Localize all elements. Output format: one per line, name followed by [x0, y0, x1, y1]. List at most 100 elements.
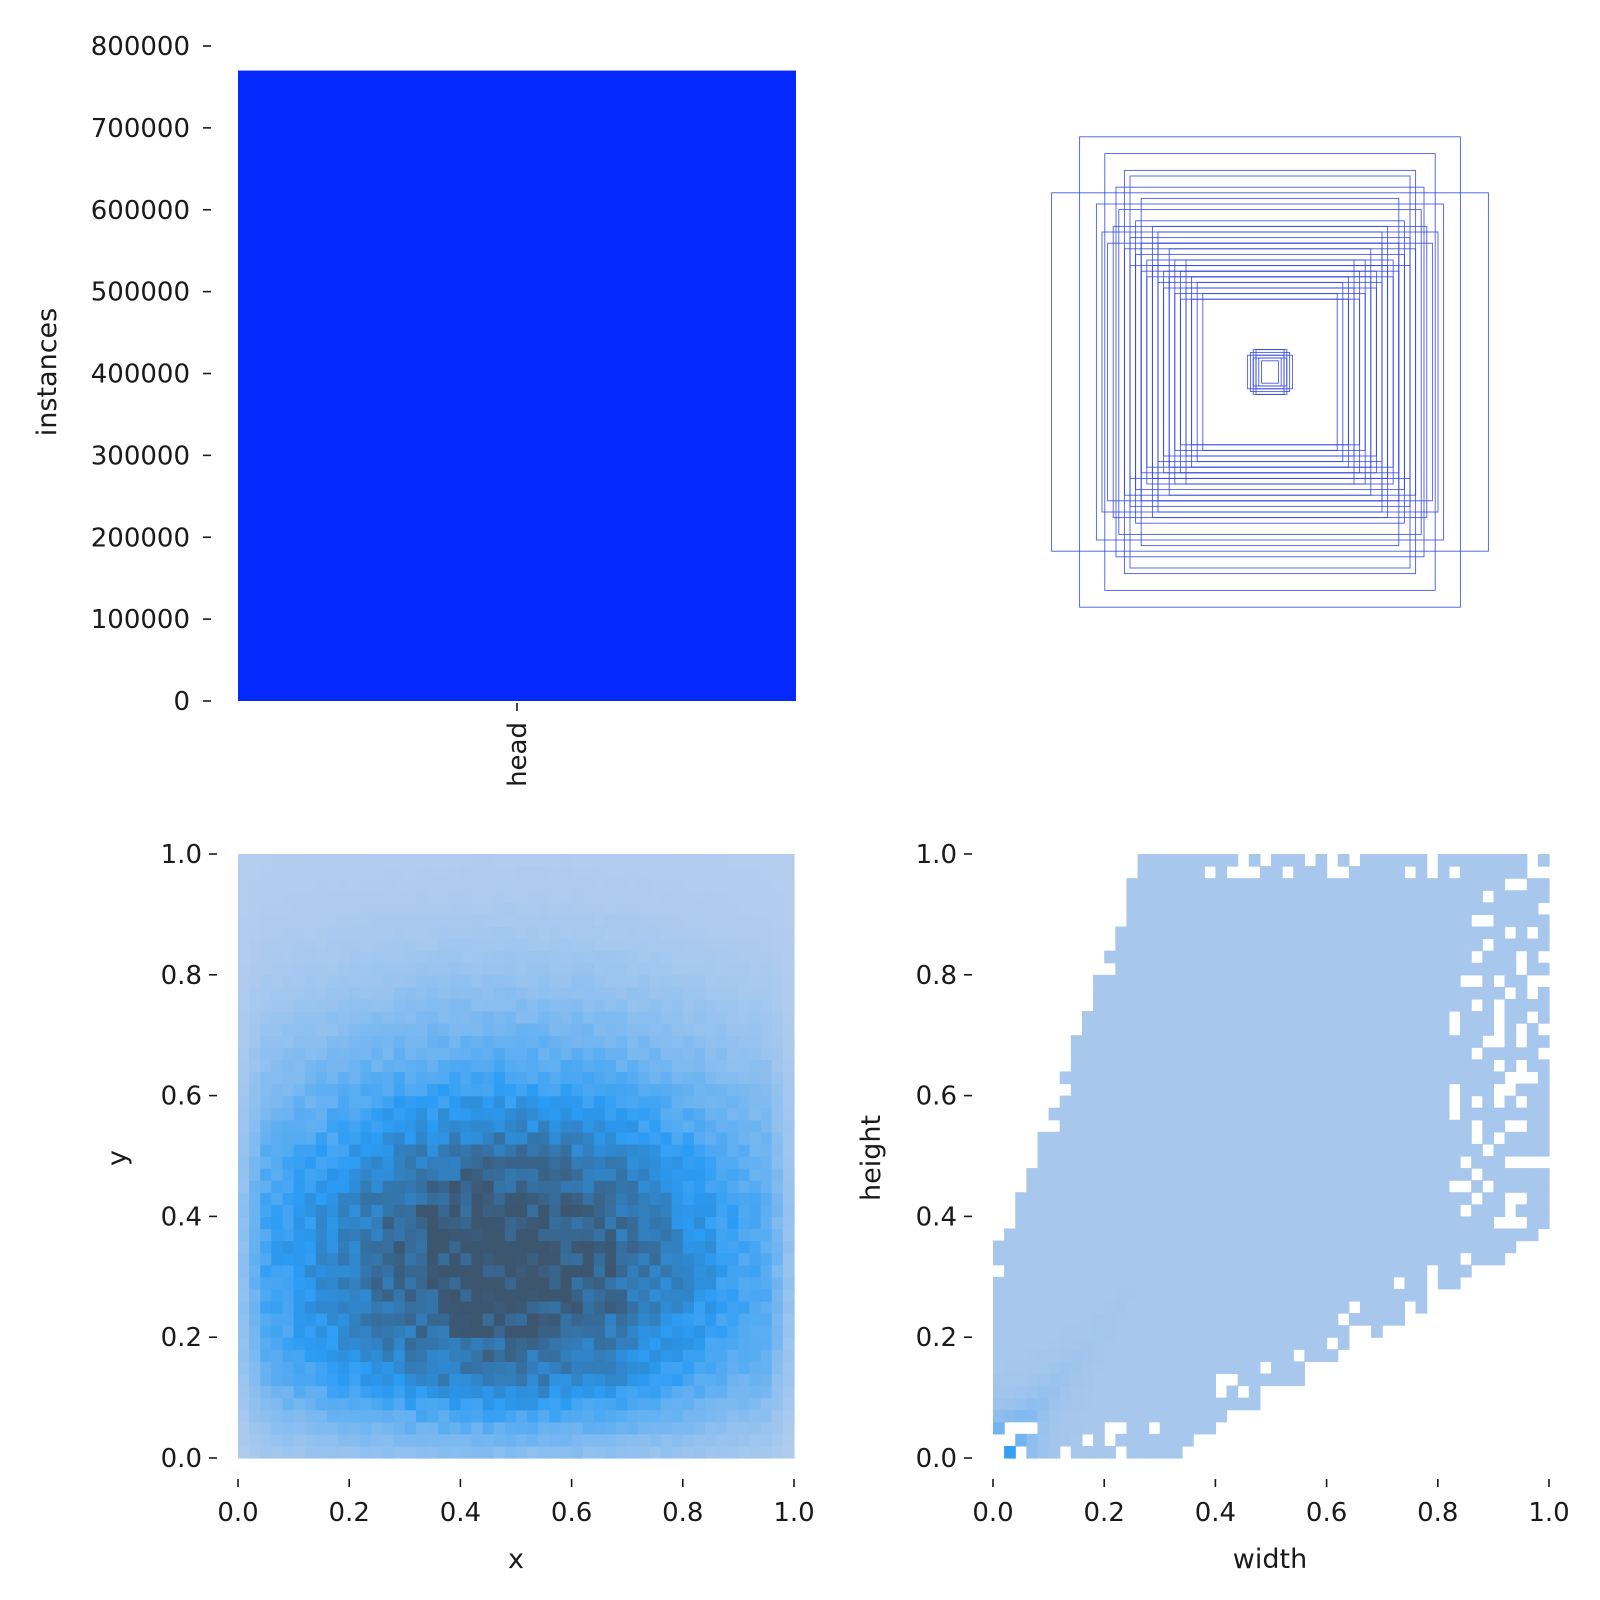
- hist-cell: [238, 1409, 250, 1423]
- hist-cell: [527, 1095, 539, 1109]
- hist-cell: [1304, 1349, 1317, 1362]
- hist-cell: [1182, 1300, 1194, 1314]
- hist-cell: [360, 1421, 373, 1435]
- hist-cell: [1259, 998, 1272, 1012]
- hist-cell: [449, 1240, 461, 1254]
- hist-cell: [782, 1313, 795, 1326]
- hist-cell: [404, 1083, 417, 1097]
- hist-cell: [538, 1361, 550, 1375]
- hist-cell: [1070, 1119, 1083, 1133]
- hist-cell: [760, 1047, 773, 1060]
- hist-cell: [1271, 1313, 1283, 1326]
- hist-cell: [438, 1168, 450, 1181]
- hist-cell: [1248, 962, 1261, 976]
- hist-cell: [1248, 1276, 1261, 1290]
- hist-cell: [304, 1156, 317, 1169]
- hist-cell: [727, 950, 739, 964]
- hist-cell: [1093, 1313, 1105, 1326]
- hist-cell: [1415, 1047, 1428, 1060]
- hist-cell: [604, 1409, 617, 1423]
- hist-cell: [782, 998, 795, 1012]
- hist-cell: [705, 1035, 717, 1048]
- hist-cell: [1170, 1349, 1183, 1362]
- hist-cell: [638, 1059, 651, 1073]
- hist-cell: [282, 986, 295, 1000]
- hist-cell: [760, 1337, 773, 1350]
- hist-cell: [504, 1095, 517, 1109]
- hist-cell: [438, 1300, 450, 1314]
- hist-cell: [427, 1385, 439, 1399]
- hist-cell: [504, 1168, 517, 1181]
- hist-cell: [460, 1107, 473, 1121]
- hist-cell: [1337, 1071, 1350, 1085]
- hist-cell: [638, 1252, 651, 1266]
- hist-cell: [293, 1035, 306, 1048]
- hist-cell: [315, 938, 328, 952]
- hist-cell: [1170, 1204, 1183, 1217]
- hist-cell: [415, 950, 428, 964]
- hist-cell: [1271, 902, 1283, 915]
- hist-cell: [238, 938, 250, 952]
- hist-cell: [738, 1252, 751, 1266]
- hist-cell: [249, 878, 261, 891]
- hist-cell: [349, 962, 361, 976]
- hist-cell: [682, 1349, 695, 1362]
- hist-cell: [660, 1156, 673, 1169]
- hist-cell: [1148, 1071, 1161, 1085]
- hist-cell: [1104, 1445, 1116, 1459]
- hist-cell: [1271, 974, 1283, 988]
- hist-cell: [616, 962, 628, 976]
- hist-cell: [1293, 926, 1305, 940]
- hist-cell: [771, 878, 784, 891]
- hist-cell: [460, 1373, 473, 1387]
- hist-cell: [527, 1107, 539, 1121]
- hist-cell: [1448, 1071, 1461, 1085]
- hist-cell: [1248, 1288, 1261, 1302]
- hist-cell: [571, 1107, 584, 1121]
- hist-cell: [293, 1119, 306, 1133]
- hist-cell: [1115, 1252, 1128, 1266]
- hist-cell: [1193, 1373, 1205, 1387]
- hist-cell: [582, 1216, 595, 1230]
- hist-cell: [516, 1047, 528, 1060]
- hist-cell: [304, 974, 317, 988]
- hist-cell: [471, 1325, 484, 1338]
- hist-cell: [471, 986, 484, 1000]
- hist-cell: [1148, 1361, 1161, 1375]
- hist-cell: [371, 1156, 384, 1169]
- hist-cell: [716, 1047, 728, 1060]
- hist-cell: [649, 1131, 662, 1145]
- hist-cell: [1015, 1252, 1027, 1266]
- hist-cell: [293, 878, 306, 891]
- hist-cell: [782, 950, 795, 964]
- hist-cell: [1404, 938, 1417, 952]
- hist-cell: [1070, 1373, 1083, 1387]
- hist-cell: [304, 1143, 317, 1157]
- hist-cell: [1215, 926, 1228, 940]
- hist-cell: [1182, 902, 1194, 915]
- hist-cell: [616, 902, 628, 915]
- hist-cell: [371, 1204, 384, 1217]
- hist-cell: [705, 1264, 717, 1278]
- hist-cell: [260, 1433, 272, 1447]
- hist-cell: [460, 1445, 473, 1459]
- hist-cell: [393, 1047, 406, 1060]
- hist-cell: [671, 1011, 684, 1024]
- hist-cell: [1159, 1192, 1172, 1205]
- hist-cell: [716, 1228, 728, 1242]
- instances-bar-chart: 0100000200000300000400000500000600000700…: [32, 32, 796, 787]
- hist-cell: [649, 1349, 662, 1362]
- hist-cell: [616, 1385, 628, 1399]
- hist-cell: [538, 1071, 550, 1085]
- hist-cell: [727, 1035, 739, 1048]
- hist-cell: [1237, 914, 1250, 928]
- hist-cell: [326, 1168, 339, 1181]
- hist-cell: [1215, 998, 1228, 1012]
- hist-cell: [1059, 1168, 1072, 1181]
- hist-cell: [482, 1409, 495, 1423]
- hist-cell: [738, 974, 751, 988]
- hist-cell: [782, 1325, 795, 1338]
- bbox-26: [1163, 287, 1377, 457]
- hist-cell: [682, 890, 695, 903]
- bbox-18: [1140, 242, 1400, 502]
